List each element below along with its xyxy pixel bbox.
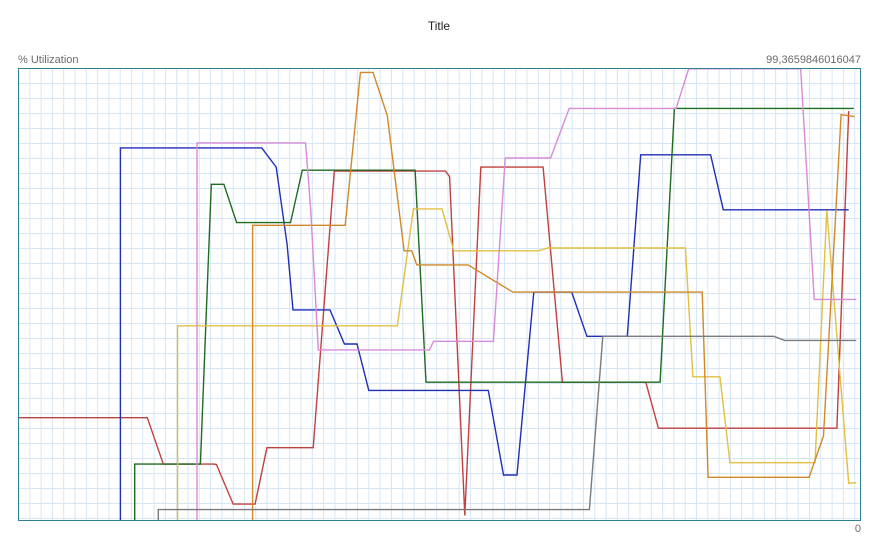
plot-frame xyxy=(18,68,861,521)
series-line-7 xyxy=(157,335,857,521)
series-line-4 xyxy=(176,208,857,521)
series-line-5 xyxy=(251,71,855,521)
y-axis-label: % Utilization xyxy=(18,54,79,66)
y-axis-max-label: 99,3659846016047 xyxy=(766,54,861,66)
grid-layer xyxy=(18,68,861,521)
y-axis-min-label: 0 xyxy=(854,523,861,535)
chart-title: Title xyxy=(427,19,451,33)
series-line-3 xyxy=(133,107,854,521)
series-line-2 xyxy=(119,147,849,521)
